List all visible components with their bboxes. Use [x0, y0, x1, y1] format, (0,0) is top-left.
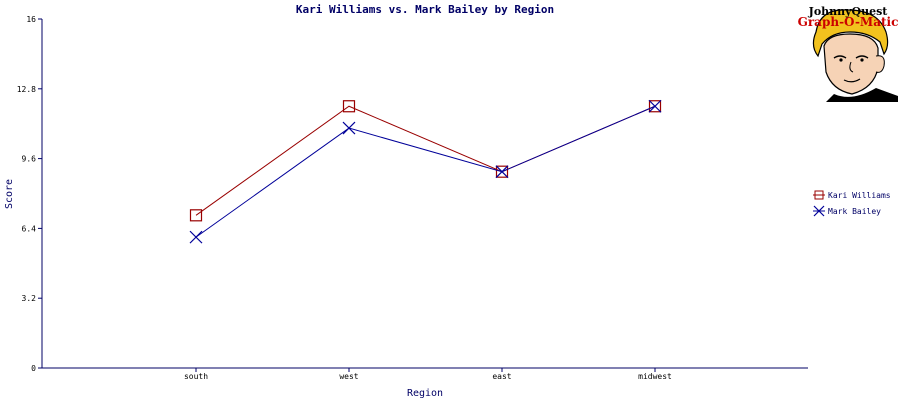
- data-point: [189, 209, 203, 222]
- data-point: [648, 99, 662, 113]
- y-ticks: 0 3.2 6.4 9.6 12.8 16: [17, 15, 42, 373]
- series-line: [195, 105, 656, 238]
- y-tick-label: 0: [31, 364, 36, 373]
- logo-shirt-icon: [826, 88, 898, 102]
- logo-text-johnnyquest: JohnnyQuest: [808, 5, 889, 18]
- data-point: [495, 165, 509, 179]
- logo-face-icon: [823, 33, 879, 95]
- legend-item: Kari Williams: [813, 190, 891, 200]
- series-line: [195, 105, 656, 216]
- legend-marker: [814, 190, 824, 200]
- logo-text-graph-o-matic: Graph-O-Matic: [798, 15, 898, 29]
- x-axis-label: Region: [407, 388, 443, 399]
- y-tick-label: 3.2: [22, 294, 37, 303]
- x-tick-label: midwest: [638, 372, 672, 381]
- legend: Kari Williams Mark Bailey: [813, 190, 891, 217]
- y-tick-label: 6.4: [22, 224, 37, 233]
- y-tick-label: 9.6: [22, 155, 37, 164]
- x-ticks: south west east midwest: [184, 368, 672, 381]
- data-point: [495, 165, 509, 178]
- series-0: [189, 100, 662, 222]
- series-layer: [189, 99, 662, 244]
- y-tick-label: 12.8: [17, 85, 36, 94]
- y-axis-label: Score: [4, 179, 15, 209]
- chart-title: Kari Williams vs. Mark Bailey by Region: [296, 3, 554, 16]
- x-tick-label: west: [339, 372, 358, 381]
- legend-label: Kari Williams: [828, 191, 891, 200]
- x-tick-label: south: [184, 372, 208, 381]
- legend-marker: [813, 205, 825, 217]
- data-point: [342, 121, 356, 135]
- data-point: [189, 230, 203, 244]
- series-1: [189, 99, 662, 244]
- x-tick-label: east: [492, 372, 511, 381]
- data-point: [342, 100, 356, 113]
- data-point: [648, 100, 662, 113]
- legend-item: Mark Bailey: [813, 205, 881, 217]
- legend-label: Mark Bailey: [828, 207, 881, 216]
- logo-hair-icon: [812, 9, 889, 58]
- johnnyquest-logo: JohnnyQuest Graph-O-Matic: [798, 5, 898, 102]
- y-tick-label: 16: [26, 15, 36, 24]
